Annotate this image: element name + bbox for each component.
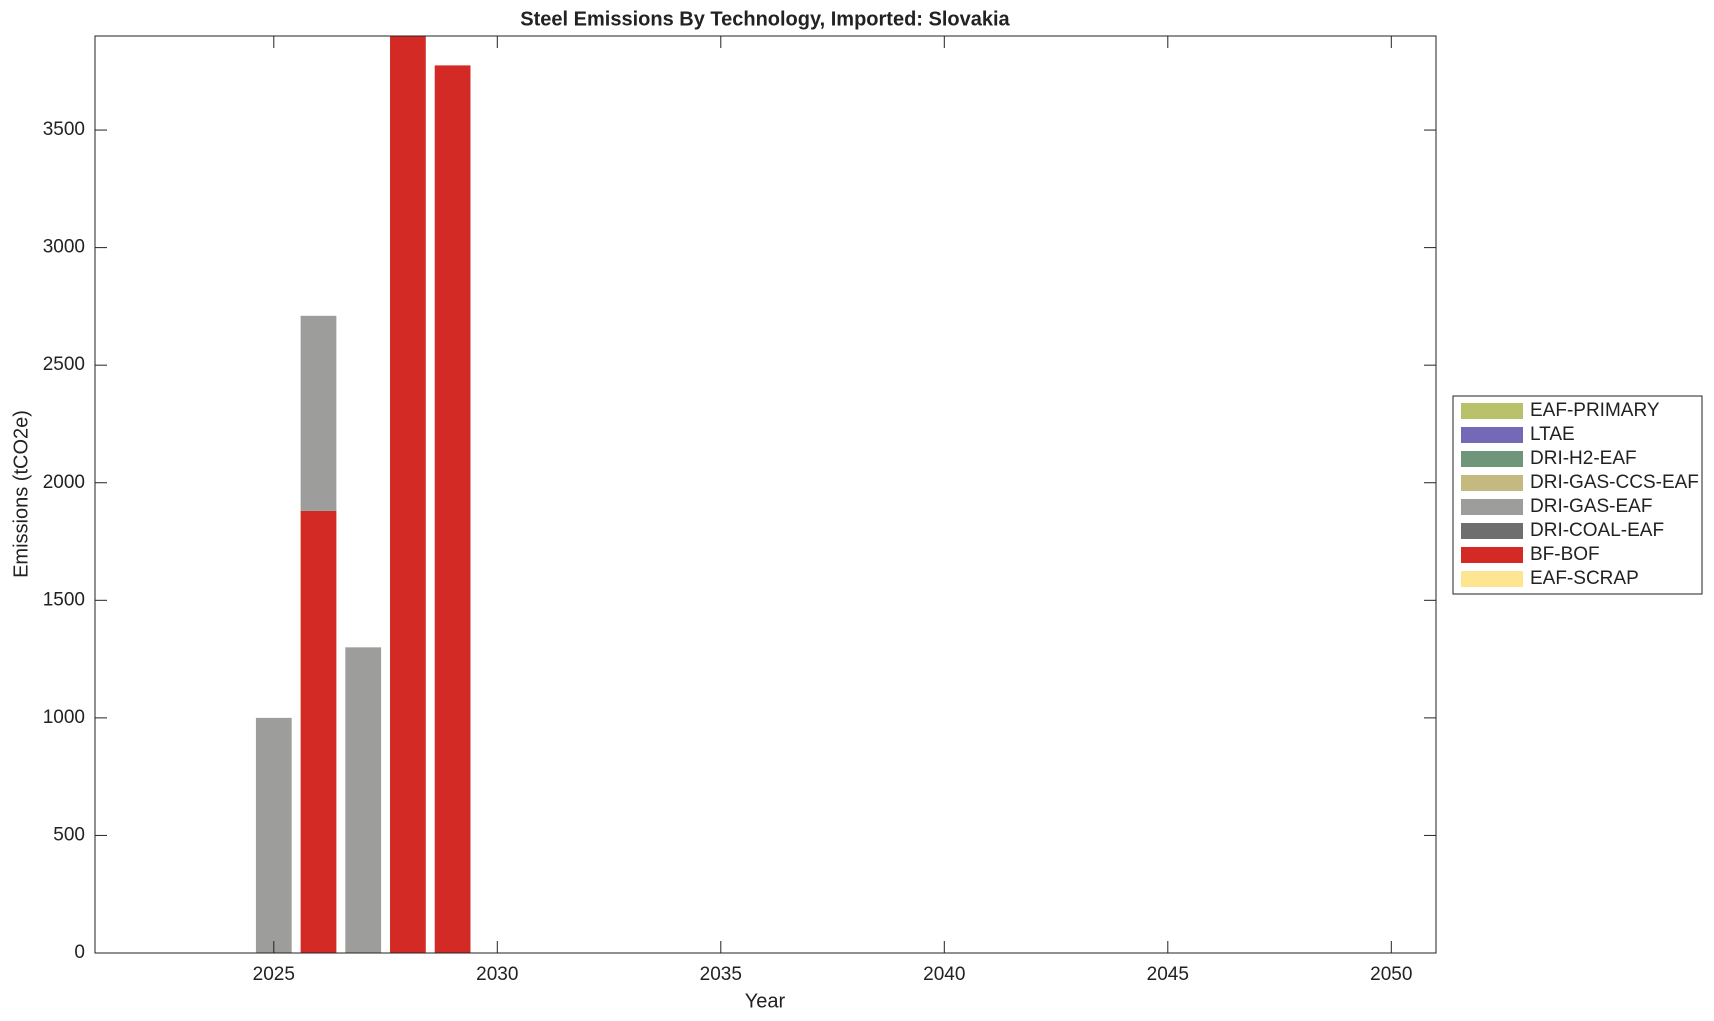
legend-label: EAF-SCRAP	[1530, 568, 1639, 589]
y-tick-label: 0	[74, 942, 85, 963]
y-tick-label: 1000	[43, 707, 85, 728]
legend-swatch	[1461, 403, 1523, 419]
x-tick-label: 2035	[700, 964, 742, 985]
bar-segment	[255, 717, 292, 953]
chart-title: Steel Emissions By Technology, Imported:…	[520, 8, 1010, 30]
bar-segment	[345, 647, 382, 953]
y-tick-label: 3500	[43, 119, 85, 140]
y-axis-label: Emissions (tCO2e)	[10, 410, 32, 578]
y-tick-label: 500	[53, 824, 85, 845]
legend-swatch	[1461, 499, 1523, 515]
legend-swatch	[1461, 475, 1523, 491]
x-tick-label: 2030	[476, 964, 518, 985]
x-axis-label: Year	[745, 990, 786, 1012]
x-tick-label: 2025	[253, 964, 295, 985]
legend-swatch	[1461, 523, 1523, 539]
bar-segment	[390, 36, 426, 953]
bar-segment	[300, 510, 337, 953]
bar-segment	[300, 315, 337, 511]
legend-label: LTAE	[1530, 424, 1575, 445]
legend-label: DRI-COAL-EAF	[1530, 520, 1664, 541]
plot-frame	[94, 35, 1437, 954]
y-tick-label: 3000	[43, 237, 85, 258]
x-tick-label: 2050	[1370, 964, 1412, 985]
legend-swatch	[1461, 427, 1523, 443]
legend-label: EAF-PRIMARY	[1530, 400, 1660, 421]
legend-swatch	[1461, 571, 1523, 587]
legend-label: DRI-GAS-EAF	[1530, 496, 1652, 517]
y-tick-label: 2000	[43, 472, 85, 493]
legend-swatch	[1461, 547, 1523, 563]
legend-label: DRI-GAS-CCS-EAF	[1530, 472, 1699, 493]
x-tick-label: 2040	[923, 964, 965, 985]
legend-swatch	[1461, 451, 1523, 467]
x-tick-label: 2045	[1147, 964, 1189, 985]
y-tick-label: 2500	[43, 354, 85, 375]
bar-segment	[434, 65, 471, 953]
legend-label: BF-BOF	[1530, 544, 1600, 565]
legend-label: DRI-H2-EAF	[1530, 448, 1637, 469]
y-tick-label: 1500	[43, 589, 85, 610]
